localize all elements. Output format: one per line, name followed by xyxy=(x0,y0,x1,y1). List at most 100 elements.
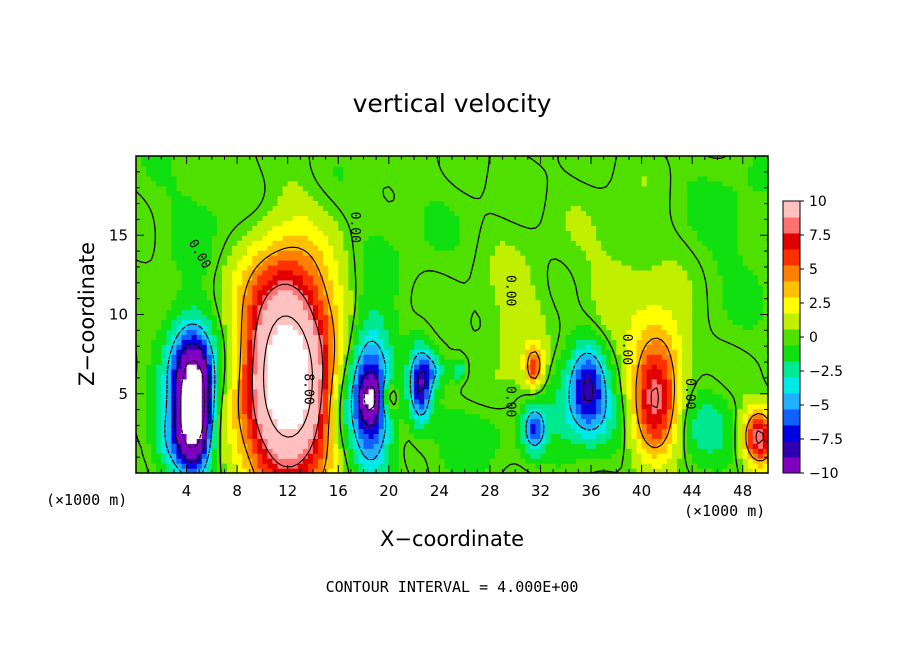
heatmap-cell xyxy=(201,274,208,281)
heatmap-cell xyxy=(393,408,400,415)
heatmap-cell xyxy=(403,349,410,355)
heatmap-cell xyxy=(702,458,708,464)
heatmap-cell xyxy=(141,398,147,405)
heatmap-cell xyxy=(580,443,587,449)
heatmap-cell xyxy=(292,344,299,350)
heatmap-cell xyxy=(722,398,729,405)
heatmap-cell xyxy=(277,468,284,473)
heatmap-cell xyxy=(186,334,193,340)
heatmap-cell xyxy=(656,458,663,464)
heatmap-cell xyxy=(414,453,420,459)
heatmap-cell xyxy=(196,339,203,345)
heatmap-cell xyxy=(505,423,511,430)
heatmap-cell xyxy=(712,284,719,291)
heatmap-cell xyxy=(520,339,526,345)
heatmap-cell xyxy=(601,364,607,370)
heatmap-cell xyxy=(277,309,284,316)
heatmap-cell xyxy=(358,299,365,306)
heatmap-cell xyxy=(257,433,263,439)
heatmap-cell xyxy=(459,398,466,405)
heatmap-cell xyxy=(287,304,294,311)
heatmap-cell xyxy=(747,388,754,395)
heatmap-cell xyxy=(697,393,703,400)
heatmap-cell xyxy=(722,393,729,400)
heatmap-cell xyxy=(676,383,683,390)
heatmap-cell xyxy=(444,334,451,340)
heatmap-cell xyxy=(216,284,223,291)
heatmap-cell xyxy=(318,423,324,430)
heatmap-cell xyxy=(757,413,764,420)
heatmap-cell xyxy=(141,423,147,430)
heatmap-cell xyxy=(611,329,617,335)
heatmap-cell xyxy=(762,329,768,335)
heatmap-cell xyxy=(166,423,172,430)
heatmap-cell xyxy=(565,334,572,340)
heatmap-cell xyxy=(227,378,233,385)
heatmap-cell xyxy=(601,398,607,405)
heatmap-cell xyxy=(166,289,172,296)
heatmap-cell xyxy=(292,378,299,385)
heatmap-cell xyxy=(403,388,410,395)
heatmap-cell xyxy=(232,294,238,301)
heatmap-cell xyxy=(343,329,349,335)
heatmap-cell xyxy=(312,299,319,306)
heatmap-cell xyxy=(631,388,638,395)
heatmap-cell xyxy=(702,324,708,330)
heatmap-cell xyxy=(742,364,749,370)
heatmap-cell xyxy=(641,403,648,410)
heatmap-cell xyxy=(439,274,446,281)
heatmap-cell xyxy=(757,324,764,330)
heatmap-cell xyxy=(287,294,294,301)
heatmap-cell xyxy=(636,433,643,439)
heatmap-cell xyxy=(201,359,208,365)
heatmap-cell xyxy=(201,368,208,375)
heatmap-cell xyxy=(388,314,395,321)
heatmap-cell xyxy=(171,368,178,375)
heatmap-cell xyxy=(454,388,461,395)
heatmap-cell xyxy=(383,299,390,306)
heatmap-cell xyxy=(530,309,537,316)
heatmap-cell xyxy=(328,368,334,375)
heatmap-cell xyxy=(469,463,476,469)
heatmap-cell xyxy=(353,378,360,385)
heatmap-cell xyxy=(676,453,683,459)
heatmap-cell xyxy=(752,368,759,375)
heatmap-cell xyxy=(641,364,648,370)
heatmap-cell xyxy=(737,359,744,365)
heatmap-cell xyxy=(302,413,309,420)
heatmap-cell xyxy=(656,423,663,430)
heatmap-cell xyxy=(277,378,284,385)
heatmap-cell xyxy=(489,403,496,410)
heatmap-cell xyxy=(272,388,279,395)
heatmap-cell xyxy=(520,279,526,286)
heatmap-cell xyxy=(500,344,506,350)
heatmap-cell xyxy=(307,418,314,425)
heatmap-cell xyxy=(257,373,263,380)
heatmap-cell xyxy=(196,334,203,340)
heatmap-cell xyxy=(727,368,734,375)
heatmap-cell xyxy=(747,413,754,420)
heatmap-cell xyxy=(722,284,729,291)
heatmap-cell xyxy=(742,304,749,311)
heatmap-cell xyxy=(500,334,506,340)
heatmap-cell xyxy=(525,418,531,425)
heatmap-cell xyxy=(328,359,334,365)
heatmap-cell xyxy=(136,443,142,449)
heatmap-cell xyxy=(232,383,238,390)
heatmap-cell xyxy=(323,388,329,395)
heatmap-cell xyxy=(414,344,420,350)
heatmap-cell xyxy=(201,279,208,286)
heatmap-cell xyxy=(292,398,299,405)
heatmap-cell xyxy=(494,324,501,330)
heatmap-cell xyxy=(312,438,319,444)
heatmap-cell xyxy=(676,373,683,380)
heatmap-cell xyxy=(525,378,531,385)
heatmap-cell xyxy=(641,324,648,330)
heatmap-cell xyxy=(545,324,552,330)
heatmap-cell xyxy=(368,458,375,464)
heatmap-cell xyxy=(439,383,446,390)
heatmap-cell xyxy=(545,458,552,464)
heatmap-cell xyxy=(444,468,451,473)
heatmap-cell xyxy=(262,403,269,410)
heatmap-cell xyxy=(262,458,269,464)
